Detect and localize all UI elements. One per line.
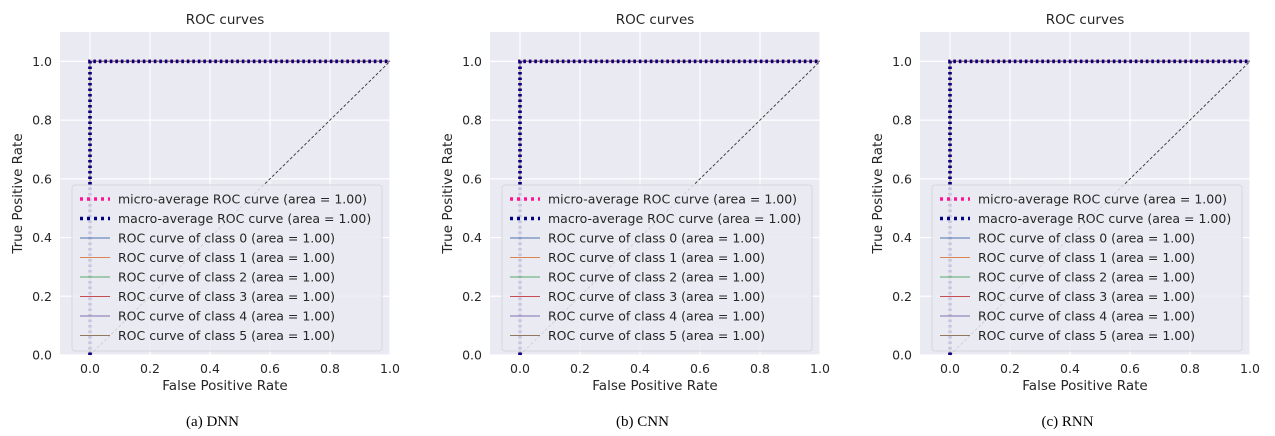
x-tick-label: 0.8 [1180, 361, 1200, 376]
x-tick-label: 0.6 [260, 361, 280, 376]
legend-entry: ROC curve of class 3 (area = 1.00) [548, 289, 765, 304]
legend [71, 184, 383, 352]
roc-chart-rnn: 0.0 0.2 0.4 0.6 0.8 1.0 0.0 0.2 0.4 0.6 0.8 1.0 ROC … [870, 12, 1260, 394]
y-tick-label: 0.0 [462, 348, 482, 363]
x-axis-label: False Positive Rate [592, 378, 717, 394]
y-tick-label: 0.4 [462, 230, 482, 245]
series-line-1 [88, 59, 390, 355]
chart-title: ROC curves [186, 12, 265, 28]
legend-entry: macro-average ROC curve (area = 1.00) [978, 211, 1231, 226]
legend-entry: ROC curve of class 0 (area = 1.00) [118, 231, 335, 246]
legend-entry: ROC curve of class 1 (area = 1.00) [118, 250, 335, 265]
x-tick-label: 0.0 [80, 361, 100, 376]
y-tick-label: 0.6 [462, 171, 482, 186]
roc-panel-dnn: 0.0 0.2 0.4 0.6 0.8 1.0 0.0 0.2 0.4 0.6 0.8 1.0 ROC … [0, 0, 425, 436]
y-tick-label: 0.6 [892, 171, 912, 186]
legend-entry: macro-average ROC curve (area = 1.00) [118, 211, 371, 226]
legend-entry: ROC curve of class 4 (area = 1.00) [548, 309, 765, 324]
x-tick-label: 0.4 [1060, 361, 1080, 376]
legend [931, 184, 1243, 352]
series-line-1 [518, 59, 820, 355]
legend-entry: micro-average ROC curve (area = 1.00) [978, 192, 1227, 207]
x-axis-label: False Positive Rate [1022, 378, 1147, 394]
x-tick-label: 0.4 [200, 361, 220, 376]
x-tick-label: 1.0 [380, 361, 400, 376]
legend-entry: ROC curve of class 4 (area = 1.00) [978, 309, 1195, 324]
roc-chart-cnn: 0.0 0.2 0.4 0.6 0.8 1.0 0.0 0.2 0.4 0.6 0.8 1.0 ROC … [440, 12, 830, 394]
x-tick-label: 0.2 [140, 361, 160, 376]
y-tick-label: 0.2 [462, 289, 482, 304]
series-line-1 [948, 59, 1250, 355]
y-tick-label: 0.2 [32, 289, 52, 304]
x-tick-label: 0.4 [630, 361, 650, 376]
y-tick-label: 0.0 [32, 348, 52, 363]
x-tick-label: 1.0 [1240, 361, 1260, 376]
legend-entry: ROC curve of class 0 (area = 1.00) [548, 231, 765, 246]
y-axis-label: True Positive Rate [440, 133, 456, 254]
legend-entry: ROC curve of class 5 (area = 1.00) [118, 328, 335, 343]
y-tick-label: 1.0 [892, 54, 912, 69]
x-tick-label: 0.2 [570, 361, 590, 376]
legend [501, 184, 813, 352]
x-tick-label: 0.0 [940, 361, 960, 376]
roc-panel-rnn: 0.0 0.2 0.4 0.6 0.8 1.0 0.0 0.2 0.4 0.6 0.8 1.0 ROC … [860, 0, 1275, 436]
legend-entry: micro-average ROC curve (area = 1.00) [548, 192, 797, 207]
legend-entry: ROC curve of class 4 (area = 1.00) [118, 309, 335, 324]
roc-chart-dnn: 0.0 0.2 0.4 0.6 0.8 1.0 0.0 0.2 0.4 0.6 0.8 1.0 ROC … [10, 12, 400, 394]
legend-entry: ROC curve of class 1 (area = 1.00) [548, 250, 765, 265]
x-tick-label: 0.2 [1000, 361, 1020, 376]
x-axis-label: False Positive Rate [162, 378, 287, 394]
y-tick-label: 0.2 [892, 289, 912, 304]
y-tick-label: 0.4 [32, 230, 52, 245]
legend-entry: ROC curve of class 1 (area = 1.00) [978, 250, 1195, 265]
chart-title: ROC curves [1046, 12, 1125, 28]
figure-caption: (c) RNN [1041, 414, 1094, 430]
roc-panel-cnn: 0.0 0.2 0.4 0.6 0.8 1.0 0.0 0.2 0.4 0.6 0.8 1.0 ROC … [430, 0, 855, 436]
x-tick-label: 0.0 [510, 361, 530, 376]
y-tick-label: 0.0 [892, 348, 912, 363]
legend-entry: ROC curve of class 3 (area = 1.00) [118, 289, 335, 304]
legend-entry: micro-average ROC curve (area = 1.00) [118, 192, 367, 207]
y-tick-label: 0.8 [892, 113, 912, 128]
y-tick-label: 1.0 [32, 54, 52, 69]
x-tick-label: 0.6 [1120, 361, 1140, 376]
legend-entry: ROC curve of class 2 (area = 1.00) [548, 270, 765, 285]
x-tick-label: 0.6 [690, 361, 710, 376]
legend-entry: ROC curve of class 3 (area = 1.00) [978, 289, 1195, 304]
chart-title: ROC curves [616, 12, 695, 28]
y-axis-label: True Positive Rate [10, 133, 26, 254]
y-tick-label: 0.4 [892, 230, 912, 245]
legend-entry: ROC curve of class 2 (area = 1.00) [978, 270, 1195, 285]
y-tick-label: 0.8 [32, 113, 52, 128]
y-tick-label: 0.6 [32, 171, 52, 186]
x-tick-label: 0.8 [320, 361, 340, 376]
legend-entry: ROC curve of class 5 (area = 1.00) [548, 328, 765, 343]
legend-entry: ROC curve of class 0 (area = 1.00) [978, 231, 1195, 246]
x-tick-label: 0.8 [750, 361, 770, 376]
figure-caption: (a) DNN [186, 414, 239, 430]
figure-caption: (b) CNN [616, 414, 669, 430]
y-axis-label: True Positive Rate [870, 133, 886, 254]
legend-entry: macro-average ROC curve (area = 1.00) [548, 211, 801, 226]
y-tick-label: 1.0 [462, 54, 482, 69]
y-tick-label: 0.8 [462, 113, 482, 128]
legend-entry: ROC curve of class 2 (area = 1.00) [118, 270, 335, 285]
legend-entry: ROC curve of class 5 (area = 1.00) [978, 328, 1195, 343]
x-tick-label: 1.0 [810, 361, 830, 376]
